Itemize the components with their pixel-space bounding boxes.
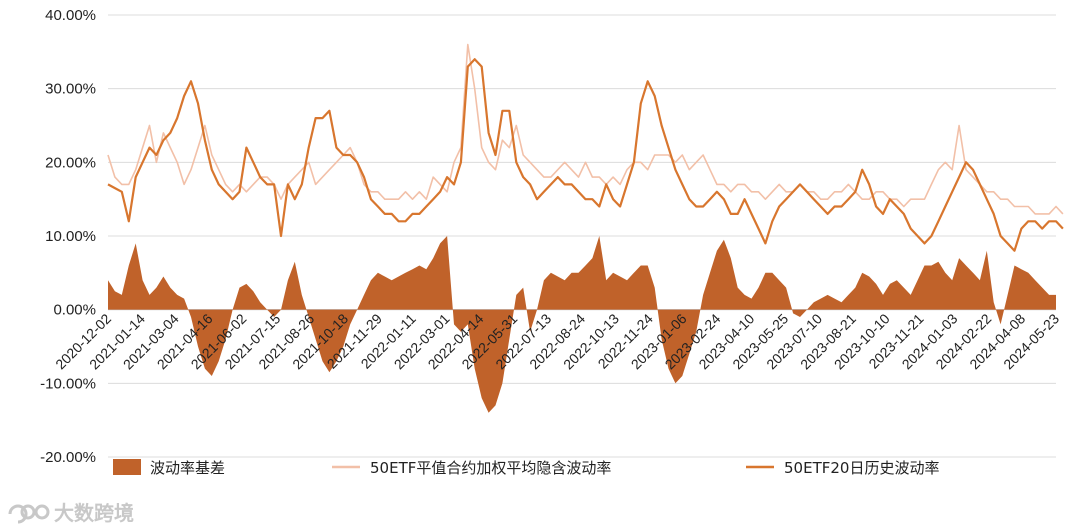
watermark-text: 大数跨境 [54, 501, 134, 525]
gridlines [108, 14, 1056, 458]
lines-layer [107, 43, 1064, 252]
legend: 波动率基差 50ETF平值合约加权平均隐含波动率 50ETF20日历史波动率 [113, 459, 939, 477]
legend-item-implied-vol[interactable]: 50ETF平值合约加权平均隐含波动率 [332, 459, 611, 477]
y-tick-label: 20.00% [45, 154, 96, 171]
y-axis: -20.00% -10.00% 0.00% 10.00% 20.00% 30.00% 40.… [40, 7, 96, 466]
legend-item-historical-vol[interactable]: 50ETF20日历史波动率 [746, 459, 939, 477]
series-basis-area [108, 236, 1056, 413]
y-tick-label: 40.00% [45, 7, 96, 24]
legend-label-implied-vol: 50ETF平值合约加权平均隐含波动率 [370, 459, 611, 477]
basis-area-layer [108, 236, 1056, 413]
y-tick-label: 10.00% [45, 228, 96, 245]
legend-item-basis[interactable]: 波动率基差 [113, 459, 225, 477]
legend-swatch-basis [113, 459, 141, 475]
legend-label-basis: 波动率基差 [150, 459, 225, 477]
series-implied-vol-line [107, 43, 1064, 215]
y-tick-label: 30.00% [45, 81, 96, 98]
legend-label-historical-vol: 50ETF20日历史波动率 [784, 459, 939, 477]
series-historical-vol-line [107, 58, 1064, 252]
brand-logo-icon [8, 504, 50, 524]
y-tick-label: 0.00% [53, 302, 96, 319]
y-tick-label: -10.00% [40, 375, 96, 392]
y-tick-label: -20.00% [40, 449, 96, 466]
watermark: 大数跨境 [8, 501, 134, 525]
